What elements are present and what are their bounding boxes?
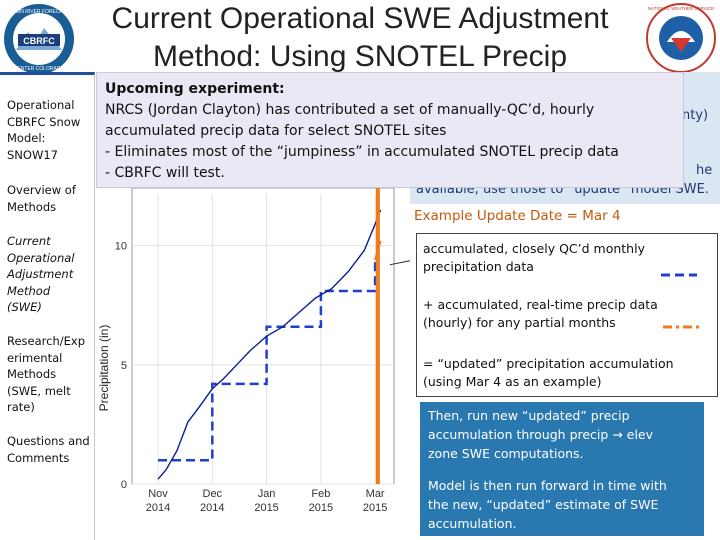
annotation-arrow <box>389 260 411 266</box>
procedure-paragraph-1: Then, run new “updated” precip accumulat… <box>428 408 654 461</box>
x-tick-year: 2014 <box>200 502 224 514</box>
y-tick-label: 5 <box>121 360 127 372</box>
x-tick-month: Dec <box>203 488 223 500</box>
precip-chart: Precipitation (in) 0 5 10 Nov 2014 Dec 2014 Ja… <box>96 187 412 540</box>
page-title: Current Operational SWE Adjustment Metho… <box>80 0 640 76</box>
sidebar-item-overview[interactable]: Overview of Methods <box>7 183 76 214</box>
x-tick-month: Mar <box>366 488 385 500</box>
monthly-description: accumulated, closely QC’d monthly precip… <box>423 241 645 274</box>
x-tick-year: 2015 <box>363 502 387 514</box>
example-update-date: Example Update Date = Mar 4 <box>414 208 621 224</box>
sidebar-item-snow-model[interactable]: Operational CBRFC Snow Model: SNOW17 <box>7 98 81 162</box>
monthly-dash-legend <box>661 273 697 277</box>
cbrfc-logo: CBRFC BASIN RIVER FORECAST CENTER COLORA… <box>2 2 76 76</box>
y-tick-label: 10 <box>115 241 127 253</box>
series-solid <box>157 209 382 480</box>
callout-line-1: NRCS (Jordan Clayton) has contributed a … <box>105 102 595 118</box>
x-tick-year: 2014 <box>146 502 170 514</box>
callout-line-2: accumulated precip data for select SNOTE… <box>105 123 447 139</box>
plot-area <box>131 187 395 485</box>
y-tick-label: 0 <box>121 479 127 491</box>
method-text-fragment-2: he <box>696 163 713 178</box>
realtime-description: + accumulated, real-time precip data (ho… <box>423 297 658 330</box>
callout-heading: Upcoming experiment: <box>105 81 285 97</box>
logo-top-text: BASIN RIVER FORECAST <box>9 9 69 15</box>
x-tick-month: Nov <box>148 488 168 500</box>
sidebar-item-questions[interactable]: Questions and Comments <box>7 434 90 465</box>
method-text-fragment-1: nty) <box>682 108 709 123</box>
updated-description: = “updated” precipitation accumulation (… <box>423 356 674 389</box>
procedure-paragraph-2: Model is then run forward in time with t… <box>428 478 667 531</box>
logo-center-text: CBRFC <box>23 36 55 46</box>
logo-bottom-text: CENTER COLORADO <box>14 66 65 72</box>
x-tick-month: Feb <box>311 488 330 500</box>
nws-logo: NATIONAL WEATHER SERVICE <box>645 2 717 74</box>
x-tick-year: 2015 <box>309 502 333 514</box>
x-tick-month: Jan <box>258 488 276 500</box>
sidebar-nav: Operational CBRFC Snow Model: SNOW17 Ove… <box>0 72 95 540</box>
sidebar-item-current-method[interactable]: Current Operational Adjustment Method (S… <box>7 234 75 314</box>
nws-logo-text: NATIONAL WEATHER SERVICE <box>648 6 714 11</box>
series-dashed <box>158 260 377 462</box>
realtime-dashdot-legend <box>663 325 699 329</box>
callout-line-4: - CBRFC will test. <box>105 165 225 181</box>
y-axis-label: Precipitation (in) <box>97 325 111 412</box>
callout-line-3: - Eliminates most of the “jumpiness” in … <box>105 144 619 160</box>
experiment-callout: Upcoming experiment: NRCS (Jordan Clayto… <box>96 72 684 188</box>
procedure-box: Then, run new “updated” precip accumulat… <box>420 402 704 536</box>
legend-info-box: accumulated, closely QC’d monthly precip… <box>416 233 718 397</box>
precip-chart-svg: Precipitation (in) 0 5 10 Nov 2014 Dec 2014 Ja… <box>97 187 411 514</box>
sidebar-item-research[interactable]: Research/Exp erimental Methods (SWE, mel… <box>7 334 85 414</box>
x-tick-year: 2015 <box>254 502 278 514</box>
title-line-1: Current Operational SWE Adjustment <box>111 2 609 35</box>
title-line-2: Method: Using SNOTEL Precip <box>152 40 568 73</box>
